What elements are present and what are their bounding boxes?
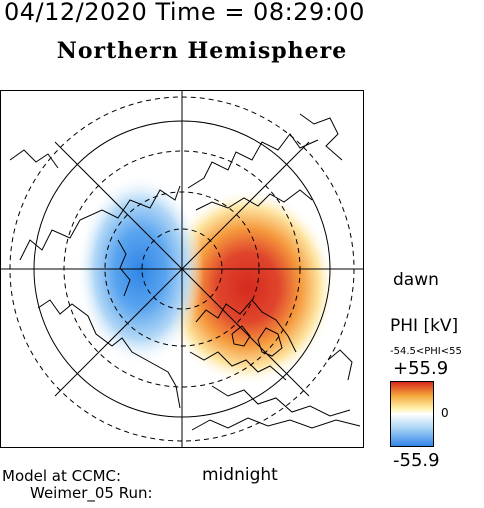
run-label: Weimer_05 Run: (30, 484, 153, 502)
date-time-header: 04/12/2020 Time = 08:29:00 (4, 0, 365, 26)
positive-potential-cell (160, 189, 336, 385)
dawn-label: dawn (393, 270, 439, 290)
polar-potential-map (0, 90, 364, 448)
colorbar (390, 381, 434, 447)
colorbar-zero-tick: 0 (441, 406, 449, 420)
colorbar-range-label: -54.5<PHI<55 (390, 346, 462, 357)
hemisphere-title: Northern Hemisphere (56, 38, 348, 64)
coastlines (9, 113, 361, 431)
colorbar-quantity-label: PHI [kV] (390, 316, 459, 336)
colorbar-min-label: -55.9 (393, 450, 440, 471)
colorbar-max-label: +55.9 (393, 358, 449, 379)
model-label: Model at CCMC: (2, 467, 122, 485)
negative-potential-cell (76, 174, 204, 366)
midnight-label: midnight (202, 465, 278, 485)
